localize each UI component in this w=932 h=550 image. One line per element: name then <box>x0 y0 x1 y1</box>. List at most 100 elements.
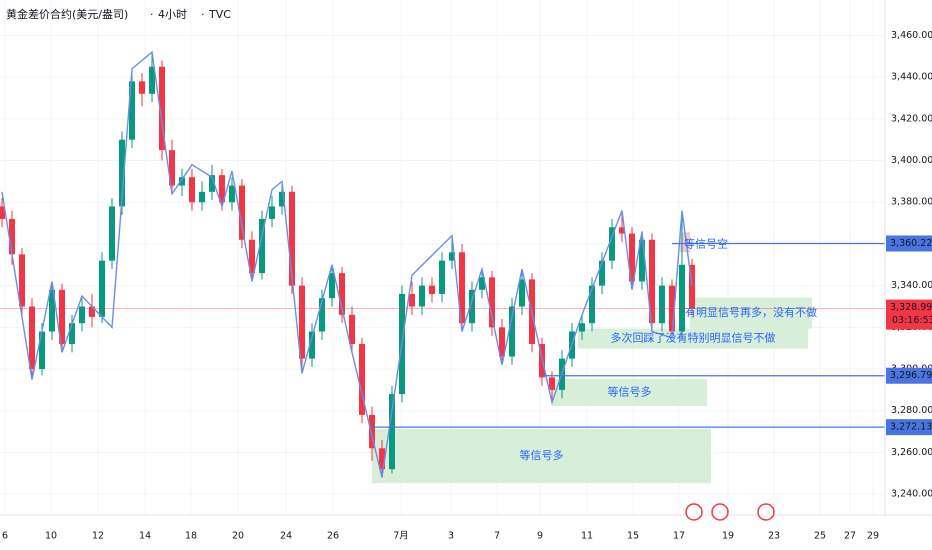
interval: 4小时 <box>158 8 187 21</box>
candle-body <box>429 285 435 294</box>
level-note: 等信号空 <box>684 236 728 250</box>
title-bar: 黄金差价合约(美元/盎司) · 4小时 · TVC <box>6 7 231 21</box>
level-label: 3,272.130 <box>890 422 932 433</box>
candle-body <box>599 260 605 286</box>
x-tick-label: 14 <box>139 531 151 542</box>
x-tick-label: 10 <box>45 531 57 542</box>
candle-body <box>509 306 515 357</box>
candle-body <box>19 254 25 307</box>
price-label-box <box>886 299 932 330</box>
y-tick-label: 3,400.000 <box>891 155 932 166</box>
candle-body <box>149 66 155 94</box>
candle-body <box>309 331 315 359</box>
event-icon[interactable] <box>711 503 729 521</box>
candle-body <box>349 314 355 345</box>
x-tick-label: 17 <box>673 531 685 542</box>
x-tick-label: 11 <box>581 531 593 542</box>
candle-body <box>159 66 165 151</box>
candle-body <box>619 227 625 234</box>
event-icon[interactable] <box>685 503 703 521</box>
y-tick-label: 3,280.000 <box>891 405 932 416</box>
x-tick-label: 3 <box>448 531 454 542</box>
candle-body <box>9 218 15 255</box>
zone-label: 等信号多 <box>608 384 652 398</box>
candle-body <box>329 273 335 299</box>
candle-body <box>479 277 485 290</box>
zone <box>578 328 808 349</box>
labels: 等信号多等信号多多次回踩了没有特别明显信号不做有明显信号再多，没有不做3,360… <box>520 235 932 462</box>
candle-body <box>489 277 495 328</box>
level-label: 3,296.792 <box>890 370 932 381</box>
candle-body <box>89 306 95 317</box>
candle-body <box>359 344 365 415</box>
event-icon[interactable] <box>757 503 775 521</box>
event-icons <box>685 503 775 521</box>
chart-title: 黄金差价合约(美元/盎司) <box>6 7 128 21</box>
candle-body <box>269 206 275 219</box>
candle-body <box>419 285 425 307</box>
x-tick-label: 7月 <box>393 531 409 542</box>
candle-body <box>109 206 115 261</box>
candle-body <box>449 252 455 261</box>
candle-body <box>289 191 295 286</box>
zone <box>552 378 707 406</box>
candle-body <box>69 323 75 345</box>
candle-body <box>99 260 105 317</box>
x-tick-label: 20 <box>232 531 244 542</box>
candle-body <box>609 227 615 261</box>
candle-body <box>249 239 255 274</box>
x-tick-label: 18 <box>185 531 197 542</box>
candle-body <box>439 260 445 294</box>
x-tick-label: 27 <box>844 531 856 542</box>
candle-body <box>209 175 215 192</box>
zone-label: 多次回踩了没有特别明显信号不做 <box>611 331 776 345</box>
candle-body <box>319 298 325 332</box>
level-label-box <box>886 367 932 384</box>
candle-body <box>29 306 35 370</box>
candle-body <box>689 264 695 309</box>
candle-body <box>0 206 5 219</box>
y-tick-label: 3,240.000 <box>891 489 932 500</box>
candle-body <box>649 239 655 324</box>
x-tick-label: 7 <box>494 531 500 542</box>
zone <box>690 297 812 329</box>
x-tick-label: 19 <box>722 531 734 542</box>
zone-label: 有明显信号再多，没有不做 <box>685 305 817 319</box>
candle-body <box>339 273 345 315</box>
zones <box>372 232 812 484</box>
candle-body <box>219 175 225 203</box>
x-tick-label: 23 <box>768 531 780 542</box>
candle-body <box>409 293 415 307</box>
x-tick-label: 25 <box>814 531 826 542</box>
candle-body <box>39 331 45 370</box>
source: TVC <box>208 8 231 21</box>
price-label: 3,328.997 <box>890 302 932 313</box>
separator: · <box>201 8 205 21</box>
candle-body <box>459 252 465 324</box>
candle-body <box>199 191 205 203</box>
zone <box>680 232 690 253</box>
zone-label: 等信号多 <box>520 448 564 462</box>
x-tick-label: 24 <box>280 531 292 542</box>
overlay <box>0 50 885 478</box>
candle-body <box>189 177 195 203</box>
y-tick-label: 3,440.000 <box>891 72 932 83</box>
y-tick-label: 3,260.000 <box>891 447 932 458</box>
candle-body <box>549 377 555 390</box>
x-tick-label: 29 <box>867 531 879 542</box>
y-tick-label: 3,380.000 <box>891 197 932 208</box>
candle-body <box>579 323 585 332</box>
candle-body <box>129 81 135 140</box>
candle-body <box>179 177 185 186</box>
candle-body <box>49 289 55 332</box>
zigzag-line <box>1 50 693 478</box>
candle-body <box>639 239 645 282</box>
candle-body <box>369 414 375 449</box>
x-tick-label: 12 <box>92 531 104 542</box>
candle-body <box>389 394 395 470</box>
y-tick-label: 3,460.000 <box>891 30 932 41</box>
level-label: 3,360.221 <box>890 238 932 249</box>
candle-body <box>139 81 145 94</box>
